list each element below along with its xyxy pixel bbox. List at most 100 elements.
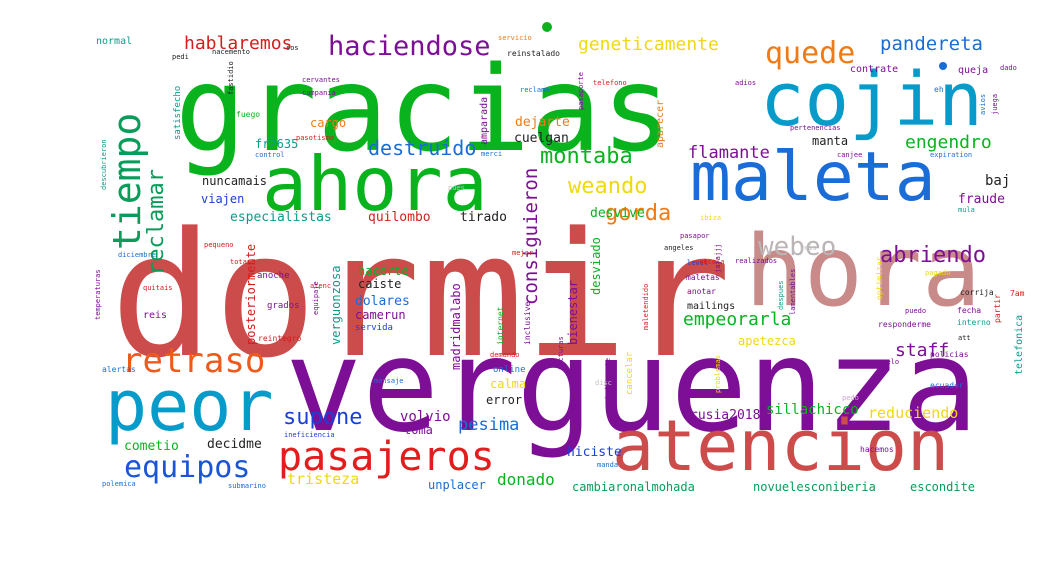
word-peor: peor xyxy=(105,365,274,447)
word-demando: demando xyxy=(490,351,520,359)
word-quilombo: quilombo xyxy=(368,210,431,225)
word-realizados: realizados xyxy=(735,257,777,265)
word-calma: calma xyxy=(490,377,526,391)
word-ahora: ahora xyxy=(262,140,488,228)
word-dado: dado xyxy=(1000,64,1017,72)
word-haciendose: haciendose xyxy=(328,31,491,62)
word-decidme: decidme xyxy=(207,437,262,452)
word-compania: compania xyxy=(302,89,336,97)
word-sillachicco: sillachicco xyxy=(766,402,859,418)
word-expiration: expiration xyxy=(930,151,972,159)
word-policias: policias xyxy=(930,350,969,359)
word-hablaremos: hablaremos xyxy=(184,33,292,54)
word-ecuador: ecuador xyxy=(930,381,964,390)
word-pues: pues xyxy=(448,184,465,192)
word-telefonica: telefonica xyxy=(1014,315,1025,375)
word-facturas: facturas xyxy=(557,336,565,370)
word-escondite: escondite xyxy=(910,480,975,494)
word-partir: partir xyxy=(993,294,1002,323)
word-reclamo: reclamo xyxy=(520,86,550,94)
word-pasotismo: pasotismo xyxy=(296,134,334,142)
word-ineficiencia: ineficiencia xyxy=(284,431,335,439)
word-suelo: suelo xyxy=(878,358,899,366)
word-alertas: alertas xyxy=(102,365,136,374)
word-fastidio: fastidio xyxy=(227,61,235,95)
word-jajajjj: jajajjj xyxy=(714,243,722,273)
word-desviado: desviado xyxy=(589,237,603,295)
word-control: control xyxy=(255,151,285,159)
word-temperaturas: temperaturas xyxy=(94,269,102,320)
word-veis: veis xyxy=(800,244,817,252)
word-volvio: volvio xyxy=(400,409,451,425)
word-sos: sos xyxy=(286,44,299,52)
word-mensaje: mensaje xyxy=(374,377,404,385)
word-cancelar: cancelar xyxy=(625,351,635,395)
word-verguenza: verguenza xyxy=(285,312,979,461)
word-contrate: contrate xyxy=(850,64,898,75)
word-retraso: retraso xyxy=(122,341,265,381)
word-level: level xyxy=(687,259,708,267)
word-madridmalabo: madridmalabo xyxy=(449,283,463,370)
word-staff: staff xyxy=(895,340,949,361)
word-pedi: pedi xyxy=(172,53,189,61)
word-atenc: atenc xyxy=(310,282,331,290)
word-pasaporte: pasaporte xyxy=(577,72,585,110)
word-queja: queja xyxy=(958,65,988,76)
word-polemica: polemica xyxy=(102,480,136,488)
word-novuelesconiberia: novuelesconiberia xyxy=(753,480,876,494)
word-maletas: maletas xyxy=(686,273,720,282)
word-gracias: gracias xyxy=(175,40,672,178)
word-pagado: pagado xyxy=(925,269,950,277)
word-empeorarla: empeorarla xyxy=(683,309,791,330)
word-maletendido: maletendido xyxy=(642,284,650,330)
word-anotar: anotar xyxy=(687,287,716,296)
word-pandereta: pandereta xyxy=(880,33,983,55)
word-nacemento: nacemento xyxy=(212,48,250,56)
word-avios: avios xyxy=(979,94,987,115)
word-dolares: dolares xyxy=(355,294,410,309)
word-reduciendo: reduciendo xyxy=(868,404,958,422)
word-angeles: angeles xyxy=(664,244,694,252)
word-webeo: webeo xyxy=(758,232,836,262)
word-corrija: corrija xyxy=(960,288,994,297)
word-cometio: cometio xyxy=(124,439,179,454)
word-problemas: problemas xyxy=(714,355,722,393)
word-despues: despues xyxy=(777,280,785,310)
word-tiempo: tiempo xyxy=(105,113,149,250)
word-disc: disc xyxy=(595,379,612,387)
word-rusia2018: rusia2018 xyxy=(690,408,760,423)
word-pedo: pedo xyxy=(842,394,859,402)
word-weando: weando xyxy=(568,174,647,199)
word-fr2635: fr2635 xyxy=(255,137,298,151)
word-servida: servida xyxy=(355,323,393,333)
word-descubrieron: descubrieron xyxy=(100,139,108,190)
word-dormir: dormir xyxy=(110,195,731,396)
word-internet: internet xyxy=(496,306,505,345)
word-nuncamais: nuncamais xyxy=(202,174,267,188)
word-quede: quede xyxy=(765,36,855,71)
word-normal: normal xyxy=(96,36,132,47)
word-bienestar: bienestar xyxy=(566,280,580,345)
word-indignante: indignante xyxy=(604,358,612,400)
word-optimizar: optimizar xyxy=(875,256,884,300)
word-cambiaronalmohada: cambiaronalmohada xyxy=(572,480,695,494)
word-mailings: mailings xyxy=(687,301,735,312)
word-diciembre: diciembre xyxy=(118,251,156,259)
word-toma: toma xyxy=(404,423,433,437)
dot-mark xyxy=(542,22,552,32)
word-quitais: quitais xyxy=(143,284,173,292)
word-pesima: pesima xyxy=(458,415,519,435)
word-montaba: montaba xyxy=(540,144,633,169)
word-cojin: cojin xyxy=(760,57,983,143)
word-anoche: anoche xyxy=(257,271,290,281)
word-tristeza: tristeza xyxy=(287,470,359,488)
word-grados: grados xyxy=(267,301,300,311)
word-att: att xyxy=(958,334,971,342)
word-7am: 7am xyxy=(1010,289,1025,298)
word-hacemos: hacemos xyxy=(860,445,894,454)
word-reclamar: reclamar xyxy=(144,169,169,275)
word-maleta: maleta xyxy=(690,138,936,217)
word-eh: eh xyxy=(934,85,944,94)
word-mejor: mejor xyxy=(512,249,533,257)
